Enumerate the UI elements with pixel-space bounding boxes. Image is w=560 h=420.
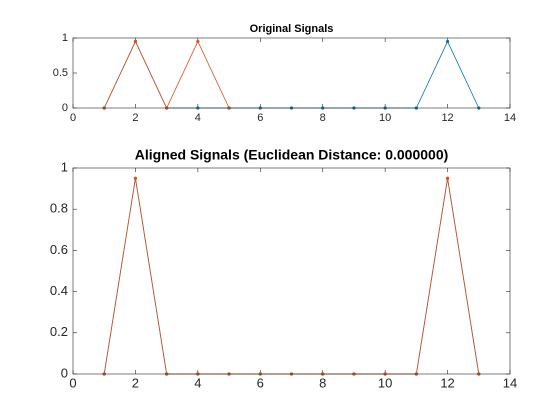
x-tick-label: 2 — [132, 375, 139, 390]
marker — [133, 39, 138, 44]
x-tick-label: 12 — [441, 112, 453, 124]
x-tick-label: 8 — [320, 112, 326, 124]
x-tick-label: 0 — [70, 112, 76, 124]
axes-background — [73, 168, 510, 374]
x-tick-label: 6 — [257, 375, 264, 390]
x-tick-label: 14 — [503, 375, 517, 390]
marker — [445, 176, 450, 180]
x-tick-label: 8 — [319, 375, 326, 390]
y-tick-label: 0 — [61, 365, 68, 380]
marker — [133, 176, 138, 180]
x-tick-label: 12 — [440, 375, 454, 390]
x-tick-label: 0 — [69, 375, 76, 390]
axes-box — [72, 167, 511, 375]
y-tick-label: 1 — [62, 32, 68, 44]
axes-background — [73, 38, 510, 108]
marker — [196, 39, 200, 44]
y-tick-label: 1 — [61, 159, 68, 174]
x-tick-label: 4 — [194, 375, 201, 390]
axes-box — [72, 37, 511, 109]
x-tick-label: 14 — [504, 112, 516, 124]
y-tick-label: 0.8 — [50, 201, 68, 216]
x-tick-label: 6 — [257, 112, 263, 124]
y-tick-label: 0.2 — [50, 324, 68, 339]
x-tick-label: 4 — [195, 112, 201, 124]
x-tick-label: 2 — [132, 112, 138, 124]
y-tick-label: 0.5 — [53, 67, 68, 79]
y-tick-label: 0.6 — [50, 242, 68, 257]
chart-title: Aligned Signals (Euclidean Distance: 0.0… — [135, 147, 449, 163]
y-tick-label: 0.4 — [50, 283, 68, 298]
x-tick-label: 10 — [379, 112, 391, 124]
marker — [445, 39, 450, 44]
x-tick-label: 10 — [378, 375, 392, 390]
y-tick-label: 0 — [62, 102, 68, 114]
chart-title: Original Signals — [250, 23, 334, 35]
